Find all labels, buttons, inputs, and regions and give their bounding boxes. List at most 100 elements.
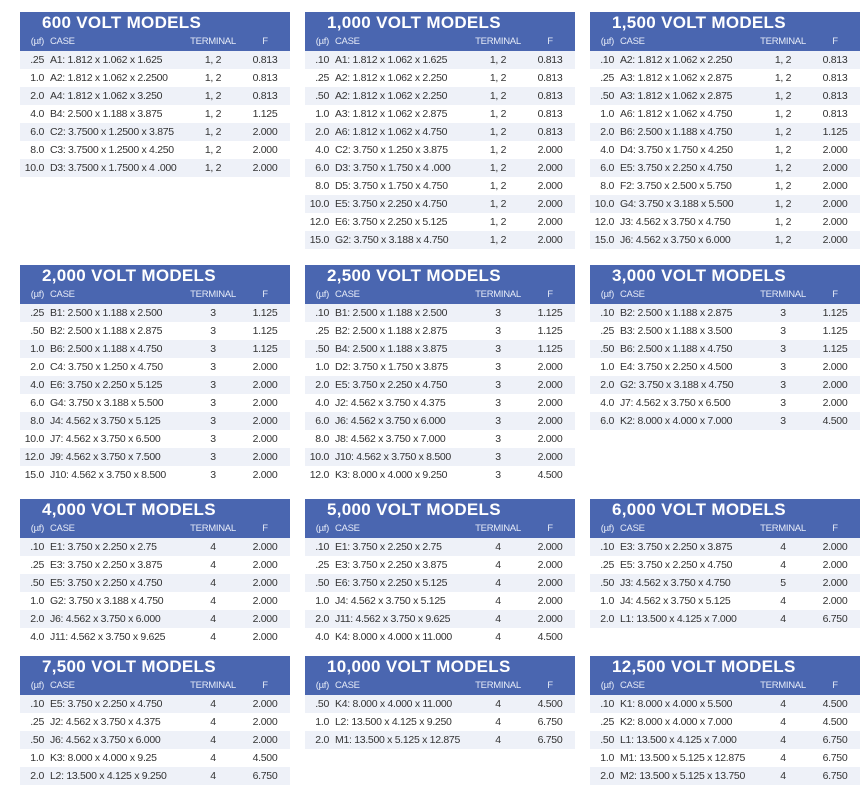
cell-case-dimensions: G4: 3.750 x 3.188 x 5.500 bbox=[620, 198, 734, 210]
cell-terminal: 1, 2 bbox=[489, 72, 507, 84]
cell-f-value: 4.500 bbox=[537, 698, 563, 710]
cell-case-dimensions: J6: 4.562 x 3.750 x 6.000 bbox=[620, 234, 731, 246]
cell-capacitance: 1.0 bbox=[600, 108, 614, 120]
table-row: 2.0 G2: 3.750 x 3.188 x 4.750 3 2.000 bbox=[590, 376, 860, 394]
cell-f-value: 1.125 bbox=[822, 307, 848, 319]
cell-f-value: 2.000 bbox=[537, 198, 563, 210]
cell-case-dimensions: E4: 3.750 x 2.250 x 4.500 bbox=[620, 361, 733, 373]
cell-capacitance: 6.0 bbox=[600, 415, 614, 427]
cell-case-dimensions: E3: 3.750 x 2.250 x 3.875 bbox=[620, 541, 733, 553]
table-row: 2.0 J6: 4.562 x 3.750 x 6.000 4 2.000 bbox=[20, 610, 290, 628]
cell-f-value: 2.000 bbox=[252, 162, 278, 174]
cell-case-dimensions: J4: 4.562 x 3.750 x 5.125 bbox=[620, 595, 731, 607]
cell-capacitance: 15.0 bbox=[24, 469, 45, 481]
cell-f-value: 2.000 bbox=[822, 541, 848, 553]
cell-f-value: 0.813 bbox=[822, 72, 848, 84]
cell-terminal: 4 bbox=[780, 698, 786, 710]
table-row: .10 E3: 3.750 x 2.250 x 3.875 4 2.000 bbox=[590, 538, 860, 556]
cell-capacitance: 10.0 bbox=[24, 162, 45, 174]
column-header-capacitance: (µf) bbox=[600, 523, 615, 534]
column-header-case-dimensions: CASE bbox=[50, 36, 75, 47]
cell-terminal: 3 bbox=[210, 433, 216, 445]
table-body: .10 K1: 8.000 x 4.000 x 5.500 4 4.500 .25 K2:… bbox=[590, 695, 860, 785]
cell-terminal: 3 bbox=[780, 307, 786, 319]
cell-f-value: 0.813 bbox=[252, 54, 278, 66]
cell-capacitance: 6.0 bbox=[315, 162, 329, 174]
column-header-case-dimensions: CASE bbox=[50, 523, 75, 534]
cell-f-value: 4.500 bbox=[822, 415, 848, 427]
cell-f-value: 6.750 bbox=[822, 734, 848, 746]
table-row: 2.0 A4: 1.812 x 1.062 x 3.250 1, 2 0.813 bbox=[20, 87, 290, 105]
column-header-terminal: TERMINAL bbox=[760, 36, 806, 47]
cell-terminal: 4 bbox=[495, 577, 501, 589]
cell-terminal: 3 bbox=[495, 325, 501, 337]
cell-f-value: 0.813 bbox=[822, 108, 848, 120]
column-header-f-value: F bbox=[547, 36, 553, 47]
cell-capacitance: .50 bbox=[600, 734, 614, 746]
cell-f-value: 2.000 bbox=[537, 415, 563, 427]
cell-f-value: 2.000 bbox=[252, 361, 278, 373]
cell-f-value: 2.000 bbox=[252, 541, 278, 553]
column-headers: (µf) CASE TERMINAL F bbox=[305, 286, 575, 304]
cell-case-dimensions: K2: 8.000 x 4.000 x 7.000 bbox=[620, 716, 733, 728]
cell-f-value: 2.000 bbox=[537, 559, 563, 571]
cell-case-dimensions: D2: 3.750 x 1.750 x 3.875 bbox=[335, 361, 448, 373]
cell-case-dimensions: F2: 3.750 x 2.500 x 5.750 bbox=[620, 180, 732, 192]
cell-f-value: 0.813 bbox=[252, 90, 278, 102]
cell-capacitance: .25 bbox=[30, 716, 44, 728]
column-header-terminal: TERMINAL bbox=[190, 289, 236, 300]
table-row: .25 A3: 1.812 x 1.062 x 2.875 1, 2 0.813 bbox=[590, 69, 860, 87]
table-row: 2.0 L1: 13.500 x 4.125 x 7.000 4 6.750 bbox=[590, 610, 860, 628]
cell-terminal: 3 bbox=[780, 397, 786, 409]
cell-case-dimensions: G2: 3.750 x 3.188 x 4.750 bbox=[50, 595, 164, 607]
cell-capacitance: 2.0 bbox=[600, 770, 614, 782]
table-row: 2.0 E5: 3.750 x 2.250 x 4.750 3 2.000 bbox=[305, 376, 575, 394]
cell-case-dimensions: C2: 3.7500 x 1.2500 x 3.875 bbox=[50, 126, 174, 138]
cell-terminal: 3 bbox=[210, 451, 216, 463]
column-headers: (µf) CASE TERMINAL F bbox=[20, 33, 290, 51]
cell-terminal: 4 bbox=[780, 595, 786, 607]
column-header-terminal: TERMINAL bbox=[190, 680, 236, 691]
cell-f-value: 1.125 bbox=[252, 108, 278, 120]
column-header-capacitance: (µf) bbox=[30, 36, 45, 47]
column-headers: (µf) CASE TERMINAL F bbox=[590, 520, 860, 538]
column-header-terminal: TERMINAL bbox=[475, 680, 521, 691]
cell-capacitance: 1.0 bbox=[30, 72, 44, 84]
column-header-capacitance: (µf) bbox=[315, 289, 330, 300]
cell-capacitance: 1.0 bbox=[315, 108, 329, 120]
cell-f-value: 4.500 bbox=[252, 752, 278, 764]
table-row: 2.0 C4: 3.750 x 1.250 x 4.750 3 2.000 bbox=[20, 358, 290, 376]
cell-capacitance: .25 bbox=[30, 307, 44, 319]
table-row: 2.0 M1: 13.500 x 5.125 x 12.875 4 6.750 bbox=[305, 731, 575, 749]
table-row: .50 E6: 3.750 x 2.250 x 5.125 4 2.000 bbox=[305, 574, 575, 592]
table-title: 2,000 VOLT MODELS bbox=[20, 265, 290, 286]
cell-case-dimensions: B3: 2.500 x 1.188 x 3.500 bbox=[620, 325, 733, 337]
table-row: 4.0 K4: 8.000 x 4.000 x 11.000 4 4.500 bbox=[305, 628, 575, 646]
column-header-capacitance: (µf) bbox=[600, 680, 615, 691]
cell-f-value: 4.500 bbox=[537, 469, 563, 481]
cell-terminal: 4 bbox=[780, 559, 786, 571]
cell-capacitance: .50 bbox=[600, 343, 614, 355]
cell-capacitance: .10 bbox=[600, 698, 614, 710]
column-header-f-value: F bbox=[262, 680, 268, 691]
table-row: 1.0 J4: 4.562 x 3.750 x 5.125 4 2.000 bbox=[590, 592, 860, 610]
cell-case-dimensions: B6: 2.500 x 1.188 x 4.750 bbox=[620, 126, 733, 138]
column-header-f-value: F bbox=[832, 680, 838, 691]
table-row: 8.0 F2: 3.750 x 2.500 x 5.750 1, 2 2.000 bbox=[590, 177, 860, 195]
cell-capacitance: 8.0 bbox=[600, 180, 614, 192]
cell-f-value: 6.750 bbox=[822, 613, 848, 625]
cell-terminal: 1, 2 bbox=[774, 72, 792, 84]
cell-f-value: 0.813 bbox=[537, 108, 563, 120]
cell-f-value: 2.000 bbox=[822, 162, 848, 174]
table-row: .25 J2: 4.562 x 3.750 x 4.375 4 2.000 bbox=[20, 713, 290, 731]
cell-f-value: 6.750 bbox=[822, 770, 848, 782]
table-row: 2.0 M2: 13.500 x 5.125 x 13.750 4 6.750 bbox=[590, 767, 860, 785]
cell-case-dimensions: B6: 2.500 x 1.188 x 4.750 bbox=[50, 343, 163, 355]
cell-capacitance: 10.0 bbox=[24, 433, 45, 445]
cell-terminal: 1, 2 bbox=[204, 162, 222, 174]
table-row: .10 A1: 1.812 x 1.062 x 1.625 1, 2 0.813 bbox=[305, 51, 575, 69]
cell-terminal: 3 bbox=[780, 379, 786, 391]
table-row: 15.0 J6: 4.562 x 3.750 x 6.000 1, 2 2.000 bbox=[590, 231, 860, 249]
cell-terminal: 4 bbox=[780, 770, 786, 782]
cell-case-dimensions: A2: 1.812 x 1.062 x 2.250 bbox=[335, 72, 448, 84]
